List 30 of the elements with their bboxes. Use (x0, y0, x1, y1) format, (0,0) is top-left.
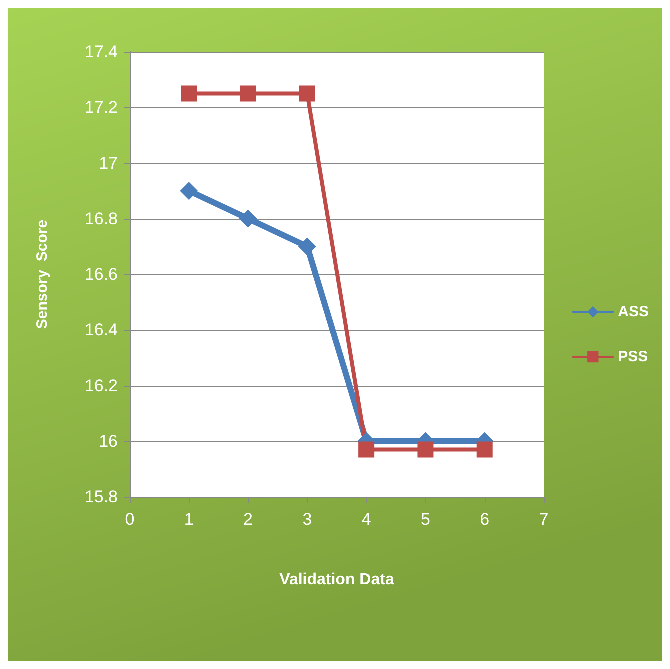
y-tick-label: 17 (99, 154, 118, 173)
point (239, 210, 258, 228)
x-tick-label: 6 (480, 510, 490, 529)
x-tick-label: 4 (362, 510, 372, 529)
legend-label: ASS (618, 304, 649, 320)
y-tick-label: 16.6 (84, 265, 118, 284)
point (358, 442, 375, 458)
point (418, 442, 434, 458)
point (181, 86, 198, 102)
legend-label: PSS (618, 348, 648, 366)
y-tick-label: 16.2 (84, 376, 118, 396)
y-tick-label: 15.8 (84, 488, 118, 506)
point (299, 86, 316, 102)
point (476, 442, 493, 458)
y-tick-label: 16.8 (84, 209, 118, 228)
x-tick-label: 2 (244, 510, 254, 529)
x-tick-label: 3 (302, 510, 312, 529)
y-tick-label: 16.4 (84, 320, 118, 340)
x-tick-label: 7 (539, 510, 549, 529)
point (298, 238, 316, 256)
point (180, 182, 198, 200)
point (240, 86, 256, 102)
x-axis-title: Validation Data (280, 572, 394, 588)
x-tick-label: 5 (420, 510, 430, 529)
y-tick-label: 16 (99, 432, 118, 451)
x-tick-label: 0 (125, 510, 135, 529)
x-tick-label: 1 (184, 510, 194, 529)
y-tick-label: 17.2 (84, 98, 118, 118)
y-axis-title: Sensory Score (34, 220, 51, 330)
y-tick-label: 17.4 (84, 42, 118, 62)
